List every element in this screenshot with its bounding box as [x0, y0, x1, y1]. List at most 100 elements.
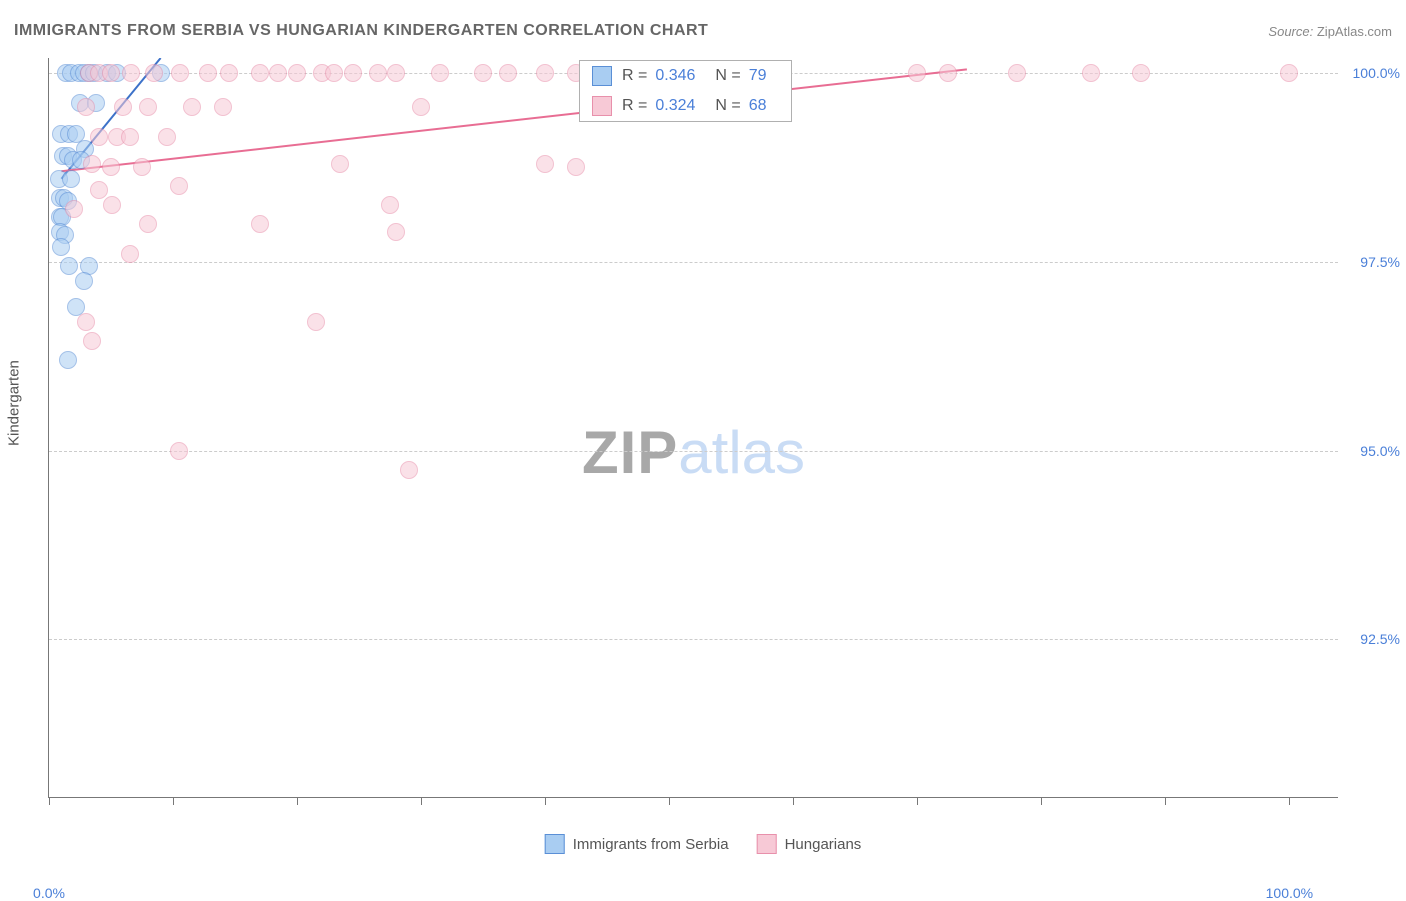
data-point — [139, 215, 157, 233]
x-tick — [545, 797, 546, 805]
data-point — [220, 64, 238, 82]
y-tick-label: 95.0% — [1360, 443, 1400, 459]
x-tick — [173, 797, 174, 805]
data-point — [499, 64, 517, 82]
data-point — [145, 64, 163, 82]
data-point — [59, 351, 77, 369]
legend-label: Immigrants from Serbia — [573, 836, 729, 853]
data-point — [536, 64, 554, 82]
plot-area: ZIPatlas 100.0%97.5%95.0%92.5%0.0%100.0%… — [48, 58, 1338, 798]
legend-swatch — [592, 96, 612, 116]
data-point — [83, 155, 101, 173]
data-point — [1132, 64, 1150, 82]
data-point — [170, 442, 188, 460]
legend-label: Hungarians — [785, 836, 862, 853]
watermark-zip: ZIP — [582, 419, 678, 486]
data-point — [307, 313, 325, 331]
data-point — [83, 332, 101, 350]
source-label: Source: — [1268, 24, 1313, 39]
data-point — [170, 177, 188, 195]
legend-swatch — [592, 66, 612, 86]
x-tick-label: 0.0% — [33, 885, 65, 901]
data-point — [412, 98, 430, 116]
data-point — [77, 98, 95, 116]
x-tick — [669, 797, 670, 805]
stat-text: R =0.324N =68 — [622, 97, 779, 115]
legend-item: Immigrants from Serbia — [545, 834, 729, 854]
data-point — [121, 245, 139, 263]
data-point — [251, 215, 269, 233]
data-point — [199, 64, 217, 82]
data-point — [387, 223, 405, 241]
data-point — [939, 64, 957, 82]
legend-item: Hungarians — [757, 834, 862, 854]
data-point — [183, 98, 201, 116]
x-tick-label: 100.0% — [1266, 885, 1313, 901]
data-point — [908, 64, 926, 82]
source-attribution: Source: ZipAtlas.com — [1268, 24, 1392, 39]
watermark: ZIPatlas — [582, 418, 805, 487]
data-point — [133, 158, 151, 176]
data-point — [62, 170, 80, 188]
x-tick — [917, 797, 918, 805]
data-point — [251, 64, 269, 82]
legend-swatch — [757, 834, 777, 854]
data-point — [60, 257, 78, 275]
data-point — [474, 64, 492, 82]
x-tick — [1289, 797, 1290, 805]
data-point — [269, 64, 287, 82]
data-point — [75, 272, 93, 290]
y-axis-label: Kindergarten — [6, 360, 23, 446]
chart-title: IMMIGRANTS FROM SERBIA VS HUNGARIAN KIND… — [14, 22, 708, 40]
x-tick — [793, 797, 794, 805]
data-point — [139, 98, 157, 116]
data-point — [325, 64, 343, 82]
data-point — [1280, 64, 1298, 82]
data-point — [102, 158, 120, 176]
gridline — [49, 262, 1338, 263]
source-value: ZipAtlas.com — [1317, 24, 1392, 39]
data-point — [103, 196, 121, 214]
watermark-atlas: atlas — [678, 419, 805, 486]
legend-swatch — [545, 834, 565, 854]
data-point — [369, 64, 387, 82]
stat-text: R =0.346N =79 — [622, 67, 779, 85]
stat-legend-row: R =0.324N =68 — [580, 91, 791, 121]
data-point — [102, 64, 120, 82]
data-point — [114, 98, 132, 116]
y-tick-label: 100.0% — [1353, 65, 1400, 81]
x-tick — [49, 797, 50, 805]
data-point — [77, 313, 95, 331]
data-point — [331, 155, 349, 173]
data-point — [536, 155, 554, 173]
data-point — [171, 64, 189, 82]
data-point — [387, 64, 405, 82]
x-tick — [1041, 797, 1042, 805]
x-tick — [421, 797, 422, 805]
gridline — [49, 451, 1338, 452]
data-point — [65, 200, 83, 218]
data-point — [381, 196, 399, 214]
data-point — [214, 98, 232, 116]
stat-legend: R =0.346N =79 R =0.324N =68 — [579, 60, 792, 122]
data-point — [431, 64, 449, 82]
y-tick-label: 97.5% — [1360, 254, 1400, 270]
data-point — [1082, 64, 1100, 82]
bottom-legend: Immigrants from Serbia Hungarians — [545, 834, 862, 854]
x-tick — [1165, 797, 1166, 805]
data-point — [52, 238, 70, 256]
trend-lines — [49, 58, 1339, 798]
data-point — [288, 64, 306, 82]
gridline — [49, 639, 1338, 640]
data-point — [122, 64, 140, 82]
stat-legend-row: R =0.346N =79 — [580, 61, 791, 91]
data-point — [1008, 64, 1026, 82]
y-tick-label: 92.5% — [1360, 631, 1400, 647]
data-point — [90, 181, 108, 199]
data-point — [158, 128, 176, 146]
data-point — [90, 128, 108, 146]
data-point — [567, 158, 585, 176]
x-tick — [297, 797, 298, 805]
data-point — [344, 64, 362, 82]
data-point — [400, 461, 418, 479]
